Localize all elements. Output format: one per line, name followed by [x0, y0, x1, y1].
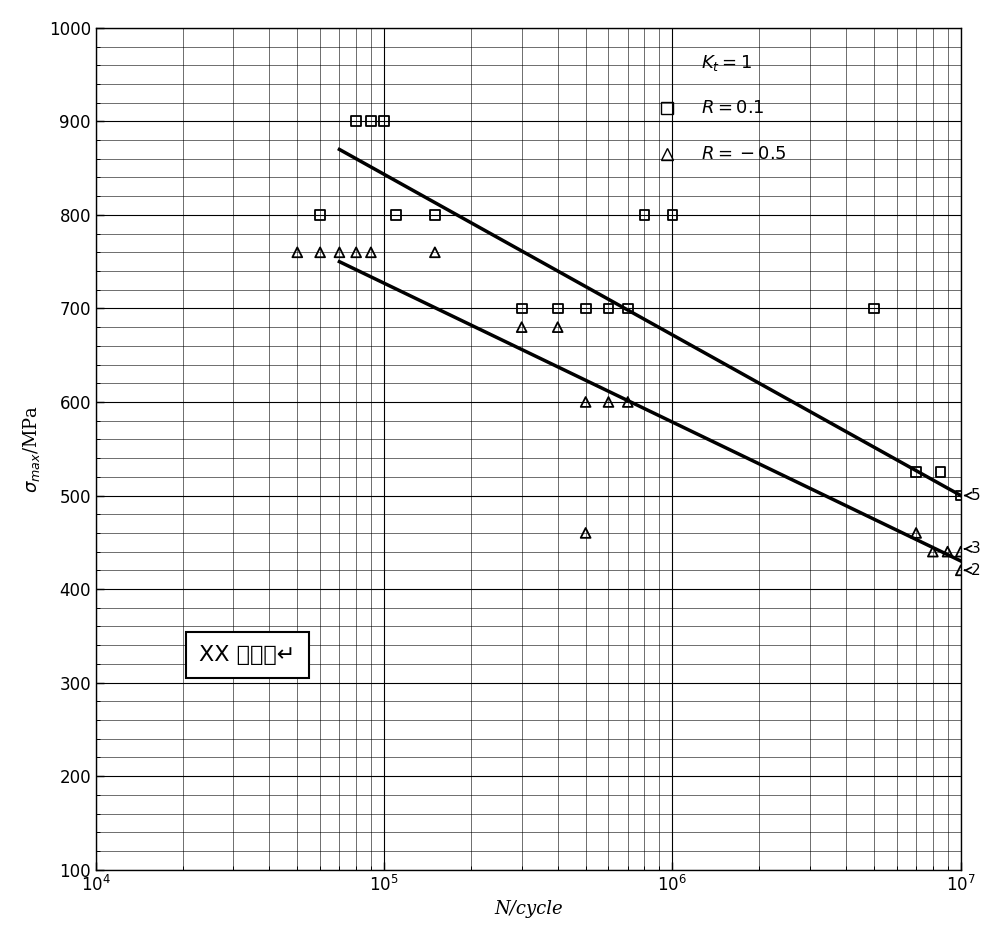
Point [908, 526, 924, 541]
Text: $K_t=1$: $K_t=1$ [701, 54, 752, 73]
Point [514, 319, 530, 334]
Point [312, 245, 328, 260]
Point [940, 544, 956, 559]
Y-axis label: $\sigma_{max}$/MPa: $\sigma_{max}$/MPa [21, 405, 42, 493]
Point [363, 245, 379, 260]
Point [331, 245, 347, 260]
Point [427, 245, 443, 260]
Point [550, 300, 566, 316]
Point [388, 208, 404, 223]
Text: XX 钓合金↵: XX 钓合金↵ [199, 645, 295, 665]
Point [600, 300, 616, 316]
Text: 5: 5 [965, 488, 980, 503]
Point [578, 300, 594, 316]
Point [953, 544, 969, 559]
Point [348, 114, 364, 129]
Text: $R=-0.5$: $R=-0.5$ [701, 146, 787, 163]
Point [620, 394, 636, 409]
Text: 3: 3 [965, 541, 980, 556]
Point [348, 245, 364, 260]
Point [636, 208, 652, 223]
Point [578, 526, 594, 541]
Point [289, 245, 305, 260]
Point [908, 465, 924, 480]
X-axis label: N/cycle: N/cycle [494, 901, 563, 918]
Point [620, 300, 636, 316]
Point [925, 544, 941, 559]
Point [664, 208, 680, 223]
Point [932, 465, 948, 480]
Point [550, 319, 566, 334]
Point [312, 208, 328, 223]
Point [953, 488, 969, 503]
Point [600, 394, 616, 409]
Point [514, 300, 530, 316]
Point [363, 114, 379, 129]
Point [866, 300, 882, 316]
Point [427, 208, 443, 223]
Text: $R=0.1$: $R=0.1$ [701, 99, 765, 116]
Point [578, 394, 594, 409]
Point [953, 562, 969, 577]
Point [376, 114, 392, 129]
Text: 2: 2 [965, 562, 980, 577]
